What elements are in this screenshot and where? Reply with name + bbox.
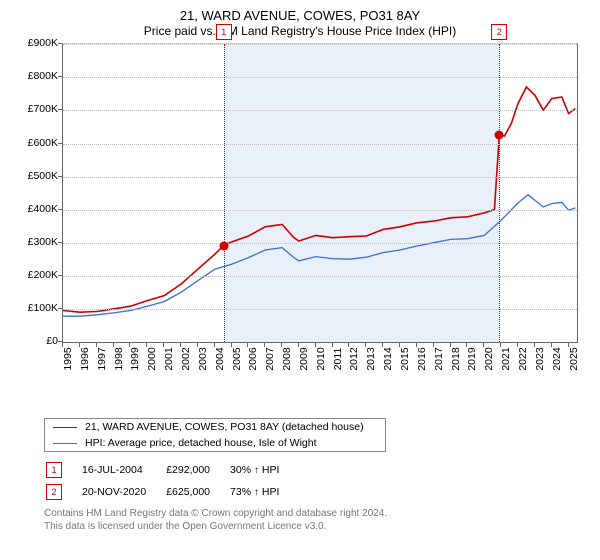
x-axis-label: 2012: [348, 348, 360, 371]
sale-price: £625,000: [166, 482, 228, 502]
y-axis-label: £200K: [14, 269, 58, 281]
sale-date: 20-NOV-2020: [82, 482, 164, 502]
x-axis-label: 2011: [332, 348, 344, 371]
footnote-line-2: This data is licensed under the Open Gov…: [44, 521, 586, 534]
sale-pct: 73% HPI: [230, 482, 297, 502]
y-axis-label: £700K: [14, 103, 58, 115]
sale-row: 2 20-NOV-2020£625,00073% HPI: [46, 482, 297, 502]
price-chart: 12 £0 £100K £200K £300K £400K £500K £600K £700K…: [14, 43, 586, 378]
address-title: 21, WARD AVENUE, COWES, PO31 8AY: [14, 8, 586, 24]
x-axis-label: 2006: [247, 348, 259, 371]
sale-index-marker: 2: [46, 484, 62, 500]
legend-row: HPI: Average price, detached house, Isle…: [45, 435, 385, 451]
x-axis-label: 2013: [365, 348, 377, 371]
arrow-up-icon: [254, 486, 259, 498]
sale-dot-1: [219, 241, 228, 250]
x-axis-label: 1996: [79, 348, 91, 371]
data-attribution: Contains HM Land Registry data © Crown c…: [44, 508, 586, 533]
x-axis-label: 2025: [568, 348, 580, 371]
x-axis-label: 2024: [551, 348, 563, 371]
sale-date: 16-JUL-2004: [82, 460, 164, 480]
sale-marker-2: 2: [491, 24, 507, 40]
sales-table: 1 16-JUL-2004£292,00030% HPI 2 20-NOV-2020£…: [44, 458, 299, 504]
x-axis-label: 1997: [96, 348, 108, 371]
x-axis-label: 2020: [483, 348, 495, 371]
legend-box: 21, WARD AVENUE, COWES, PO31 8AY (detach…: [44, 418, 386, 452]
x-axis-label: 2022: [517, 348, 529, 371]
x-axis-label: 2007: [264, 348, 276, 371]
y-axis-label: £600K: [14, 137, 58, 149]
legend-label: HPI: Average price, detached house, Isle…: [85, 437, 317, 449]
x-axis-label: 2014: [382, 348, 394, 371]
x-axis-label: 2005: [231, 348, 243, 371]
x-axis-label: 2010: [315, 348, 327, 371]
plot-region: 12: [62, 43, 578, 343]
legend-swatch: [53, 427, 77, 428]
sale-price: £292,000: [166, 460, 228, 480]
sale-row: 1 16-JUL-2004£292,00030% HPI: [46, 460, 297, 480]
arrow-up-icon: [254, 464, 259, 476]
x-axis-label: 2021: [500, 348, 512, 371]
x-axis-label: 2009: [298, 348, 310, 371]
sale-dot-2: [495, 131, 504, 140]
y-axis-label: £300K: [14, 236, 58, 248]
x-axis-label: 2008: [281, 348, 293, 371]
sale-index-marker: 1: [46, 462, 62, 478]
sale-pct: 30% HPI: [230, 460, 297, 480]
footnote-line-1: Contains HM Land Registry data © Crown c…: [44, 508, 586, 521]
x-axis-label: 2015: [399, 348, 411, 371]
legend-swatch: [53, 443, 77, 444]
x-axis-label: 1995: [62, 348, 74, 371]
legend-row: 21, WARD AVENUE, COWES, PO31 8AY (detach…: [45, 419, 385, 435]
y-axis-label: £800K: [14, 70, 58, 82]
x-axis-label: 2002: [180, 348, 192, 371]
legend-label: 21, WARD AVENUE, COWES, PO31 8AY (detach…: [85, 421, 364, 433]
x-axis-label: 1999: [129, 348, 141, 371]
x-axis-label: 2001: [163, 348, 175, 371]
x-axis-label: 2003: [197, 348, 209, 371]
x-axis-label: 1998: [113, 348, 125, 371]
x-axis-label: 2019: [466, 348, 478, 371]
x-axis-label: 2018: [450, 348, 462, 371]
y-axis-label: £100K: [14, 302, 58, 314]
x-axis-label: 2004: [214, 348, 226, 371]
x-axis-label: 2023: [534, 348, 546, 371]
y-axis-label: £500K: [14, 170, 58, 182]
x-axis-label: 2017: [433, 348, 445, 371]
x-axis-label: 2000: [146, 348, 158, 371]
x-axis-label: 2016: [416, 348, 428, 371]
y-axis-label: £400K: [14, 203, 58, 215]
y-axis-label: £900K: [14, 37, 58, 49]
sale-marker-1: 1: [216, 24, 232, 40]
y-axis-label: £0: [14, 335, 58, 347]
